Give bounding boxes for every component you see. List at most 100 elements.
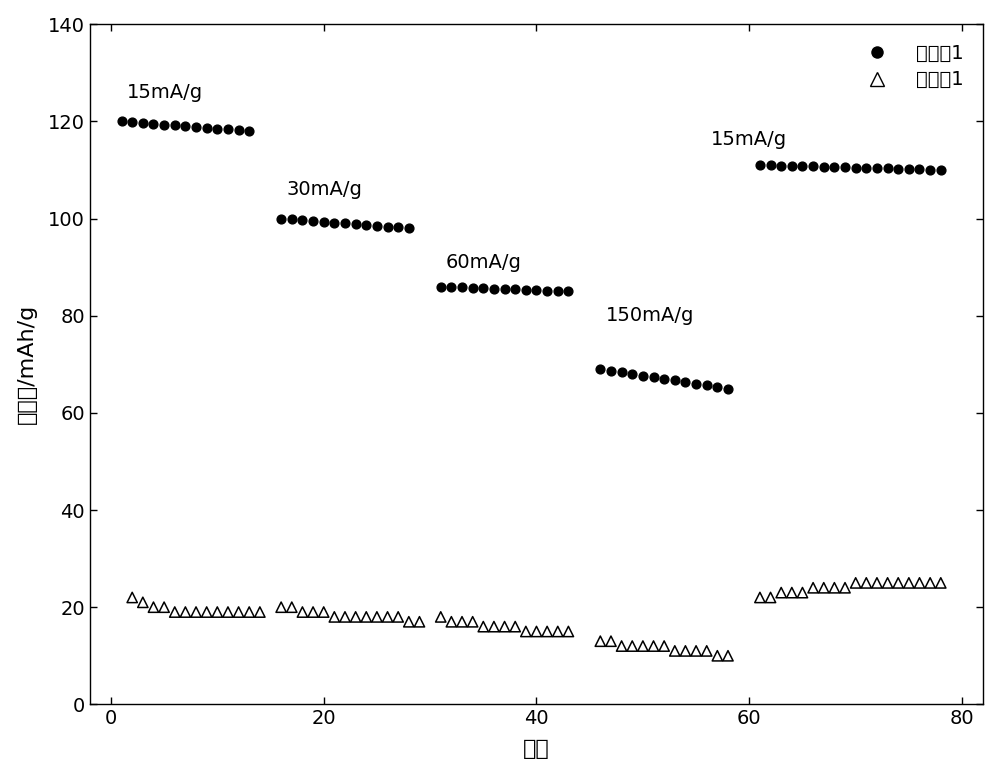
Point — [380, 220, 396, 233]
Text: 15mA/g: 15mA/g — [711, 130, 787, 148]
Point — [603, 635, 619, 647]
Point — [667, 645, 683, 657]
Point — [614, 640, 630, 653]
Point — [816, 161, 832, 173]
Point — [858, 161, 874, 174]
Point — [177, 120, 193, 133]
Point — [465, 282, 481, 294]
Point — [784, 160, 800, 172]
Point — [475, 282, 491, 294]
Point — [305, 606, 321, 618]
Point — [603, 365, 619, 377]
Point — [124, 116, 140, 128]
Point — [837, 581, 853, 594]
Point — [880, 577, 896, 589]
Point — [911, 577, 927, 589]
Point — [560, 285, 576, 297]
Point — [145, 117, 161, 130]
Point — [933, 164, 949, 176]
Point — [156, 119, 172, 131]
Point — [688, 645, 704, 657]
Point — [284, 601, 300, 613]
Point — [880, 162, 896, 175]
Point — [922, 577, 938, 589]
Point — [316, 216, 332, 228]
Point — [677, 376, 693, 388]
Point — [380, 611, 396, 623]
Point — [114, 115, 130, 127]
Point — [348, 218, 364, 230]
Point — [624, 640, 640, 653]
Point — [231, 606, 247, 618]
Point — [358, 611, 374, 623]
Point — [826, 161, 842, 173]
Point — [752, 159, 768, 171]
Point — [411, 615, 427, 628]
Point — [858, 577, 874, 589]
Point — [135, 596, 151, 608]
Point — [199, 606, 215, 618]
Point — [763, 591, 779, 604]
Point — [699, 379, 715, 392]
Point — [614, 366, 630, 379]
Point — [433, 280, 449, 293]
Point — [794, 160, 810, 172]
Point — [890, 577, 906, 589]
Point — [507, 621, 523, 633]
Point — [826, 581, 842, 594]
Text: 150mA/g: 150mA/g — [606, 307, 694, 325]
Point — [167, 606, 183, 618]
Point — [486, 621, 502, 633]
Point — [699, 645, 715, 657]
Point — [326, 611, 342, 623]
Point — [837, 161, 853, 174]
Point — [156, 601, 172, 613]
Point — [252, 606, 268, 618]
Point — [528, 284, 544, 296]
Point — [475, 621, 491, 633]
Point — [507, 283, 523, 296]
Point — [646, 371, 662, 383]
Point — [646, 640, 662, 653]
Point — [794, 587, 810, 599]
Point — [518, 283, 534, 296]
Point — [848, 161, 864, 174]
Legend: 实施例1, 对比例1: 实施例1, 对比例1 — [848, 34, 974, 99]
Point — [752, 591, 768, 604]
Point — [326, 217, 342, 229]
Point — [497, 621, 513, 633]
Point — [773, 159, 789, 171]
Point — [369, 220, 385, 232]
Point — [592, 363, 608, 376]
Point — [528, 625, 544, 638]
Point — [486, 282, 502, 295]
Point — [933, 577, 949, 589]
Point — [135, 116, 151, 129]
Point — [677, 645, 693, 657]
Point — [709, 381, 725, 393]
Point — [316, 606, 332, 618]
Point — [656, 640, 672, 653]
Point — [401, 615, 417, 628]
Point — [199, 122, 215, 134]
Point — [390, 611, 406, 623]
Point — [273, 601, 289, 613]
Point — [390, 221, 406, 234]
Point — [231, 124, 247, 137]
Point — [635, 369, 651, 382]
Point — [497, 282, 513, 295]
Point — [167, 120, 183, 132]
Point — [337, 217, 353, 230]
Point — [901, 163, 917, 175]
Point — [337, 611, 353, 623]
Point — [465, 615, 481, 628]
Point — [667, 374, 683, 386]
Point — [550, 625, 566, 638]
Point — [305, 215, 321, 227]
Point — [454, 615, 470, 628]
Point — [890, 162, 906, 175]
Point — [656, 372, 672, 385]
Point — [284, 213, 300, 226]
Point — [911, 163, 927, 175]
Point — [518, 625, 534, 638]
